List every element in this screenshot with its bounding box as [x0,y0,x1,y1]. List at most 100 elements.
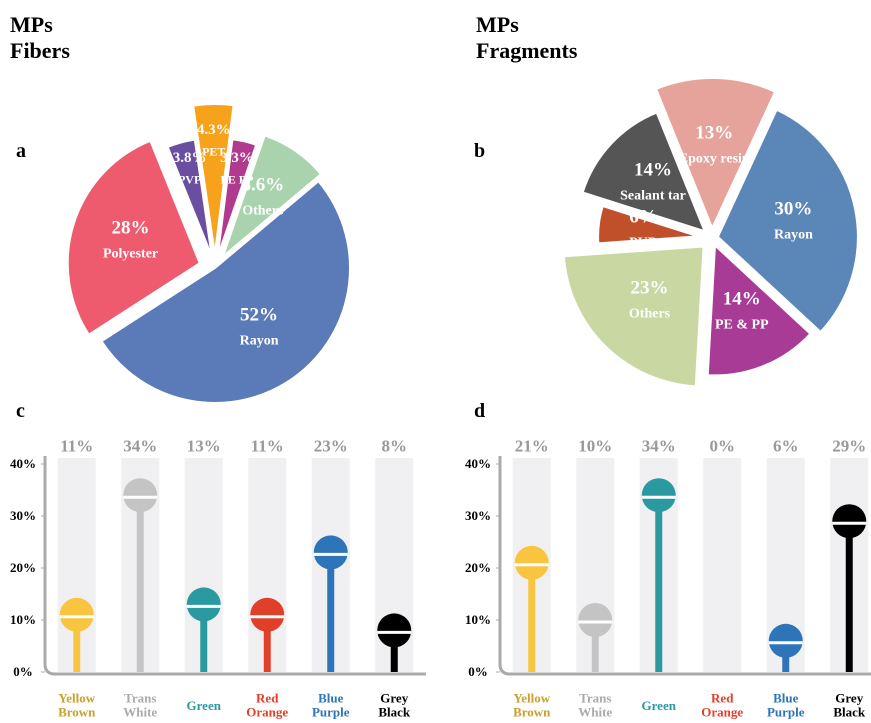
pie-slice [581,111,707,233]
value-label: 8% [381,436,408,456]
pie-slice [562,245,705,388]
y-tick-label: 20% [10,559,36,575]
slice-value: 28% [111,217,150,239]
marker [514,545,549,580]
x-tick-label: Red Orange [701,690,744,720]
y-tick-label: 10% [465,611,491,627]
slice-name: PE PP [220,171,254,186]
slice-name: Others [628,306,671,322]
stick [390,630,398,672]
value-label: 13% [186,436,221,456]
panel-label: c [16,400,25,422]
stick [136,495,144,672]
value-label: 10% [578,436,613,456]
marker [123,478,158,513]
slice-value: 14% [634,159,672,181]
x-tick-label: Blue Purple [766,690,805,720]
stick [73,614,81,672]
chart-title: MPs Fragments [476,12,578,64]
pie-slice [716,108,859,334]
x-tick-label: Yellow Brown [513,690,551,720]
slice-value: 3.3% [220,149,254,166]
axis-line [498,456,871,676]
pie-slice [66,139,201,337]
y-tick-label: 40% [465,455,491,471]
pie-slice [220,134,323,260]
slice-name: PET [202,144,226,159]
slice-name: Others [242,203,284,219]
slice-value: 52% [240,304,279,326]
pie-slice [654,77,777,231]
slice-name: Rayon [239,333,279,349]
x-tick-label: Grey Black [378,690,411,720]
pie-slice [166,138,213,257]
stick [655,495,663,672]
pie-slice [216,138,258,257]
pie-slice [192,103,235,255]
x-tick-label: Red Orange [246,690,289,720]
x-tick-label: Trans White [123,690,158,720]
y-tick-label: 0% [13,663,33,679]
slice-value: 23% [630,277,669,299]
slice-value: 13% [695,122,734,144]
x-tick-label: Yellow Brown [58,690,96,720]
slice-value: 30% [774,198,813,220]
value-label: 34% [123,436,158,456]
slice-value: 6% [629,206,658,228]
slice-value: 3.8% [172,150,207,167]
column-band [703,458,742,672]
pie-slice [100,179,351,405]
stick [528,562,536,672]
slice-name: Rayon [773,227,813,243]
marker [186,587,221,622]
pie-slice [597,204,699,245]
marker [832,504,867,539]
slice-name: Sealant tar [620,188,686,204]
panel-label: a [16,140,26,162]
value-label: 34% [641,436,676,456]
stick [591,620,599,672]
marker [377,613,412,648]
slice-name: Polyester [102,246,159,262]
y-tick-label: 10% [10,611,36,627]
slice-name: PE & PP [714,317,769,333]
value-label: 11% [250,436,284,456]
y-tick-label: 20% [465,559,491,575]
slice-name: PVP [177,172,202,187]
slice-value: 14% [722,288,761,310]
panel-label: b [474,140,486,162]
stick [263,614,271,672]
value-label: 6% [773,436,799,456]
axis-line [43,456,426,676]
x-tick-label: Blue Purple [311,690,350,720]
marker [578,603,613,637]
slice-value: 4.3% [196,121,231,138]
value-label: 29% [832,436,867,456]
slice-name: Epoxy resin [678,150,750,166]
pie-slice [706,243,812,377]
y-tick-label: 30% [10,507,36,523]
slice-name: PUR [629,235,658,251]
chart-title: MPs Fibers [10,12,70,64]
stick [200,604,208,672]
y-tick-label: 30% [465,507,491,523]
marker [641,478,676,513]
value-label: 21% [514,436,549,456]
y-tick-label: 0% [468,663,488,679]
x-tick-label: Trans White [578,690,613,720]
stick [327,552,335,672]
marker [250,597,285,632]
stick [845,521,853,672]
marker [59,597,94,632]
x-tick-label: Grey Black [833,690,866,720]
y-tick-label: 40% [10,455,36,471]
marker [768,623,803,658]
slice-value: 8.6% [241,175,285,197]
x-tick-label: Green [186,697,221,713]
value-label: 11% [60,436,94,456]
value-label: 0% [709,436,736,456]
value-label: 23% [313,436,348,456]
x-tick-label: Green [641,697,676,713]
